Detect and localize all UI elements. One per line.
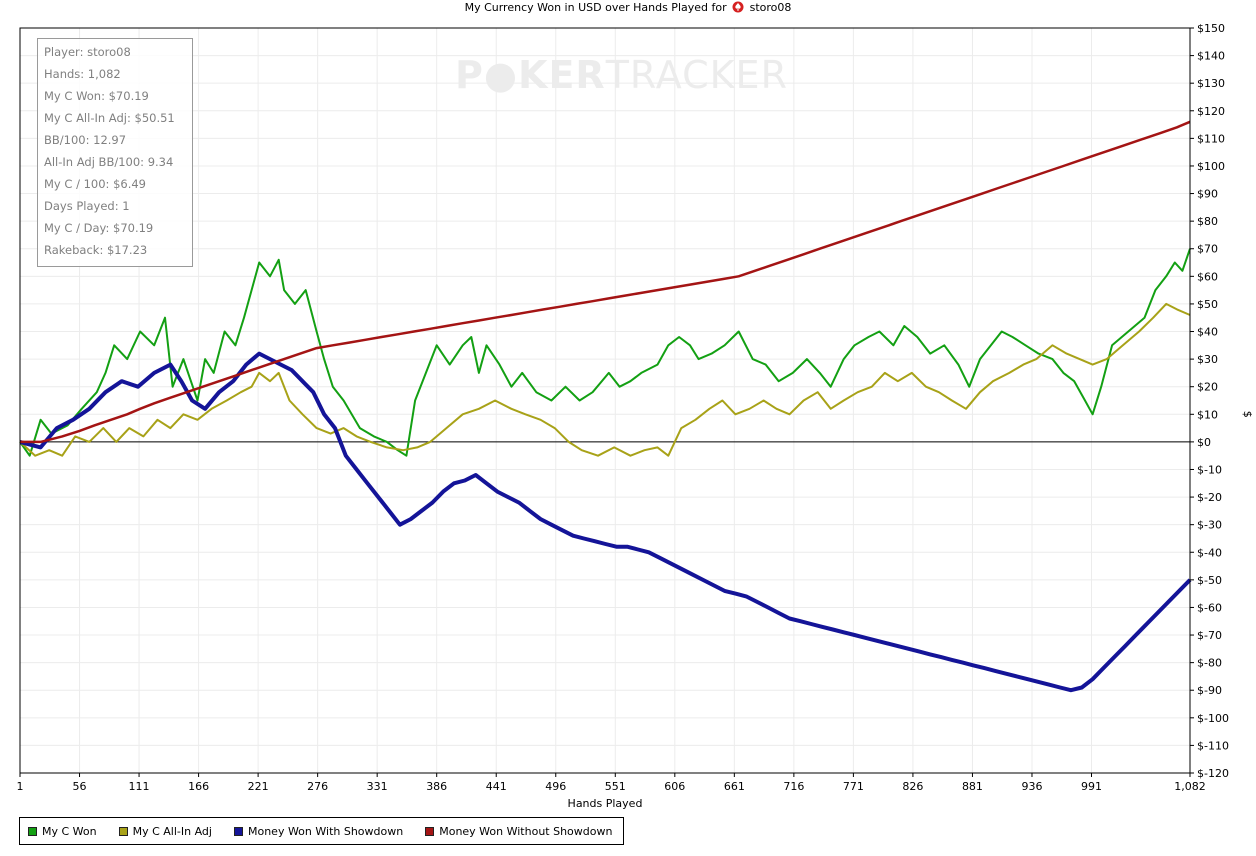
y-tick-label: $80 [1197, 215, 1218, 228]
x-tick-label: 331 [367, 780, 388, 793]
legend-label: Money Won Without Showdown [439, 824, 613, 838]
y-tick-label: $-40 [1197, 546, 1222, 559]
y-tick-label: $-100 [1197, 712, 1229, 725]
watermark-part2: KER [518, 53, 606, 97]
legend-item: Money Won With Showdown [233, 824, 404, 838]
y-tick-label: $70 [1197, 243, 1218, 256]
y-tick-label: $100 [1197, 160, 1225, 173]
legend-swatch [118, 826, 128, 836]
x-tick-label: 496 [545, 780, 566, 793]
y-tick-label: $-20 [1197, 491, 1222, 504]
x-tick-label: 826 [902, 780, 923, 793]
stat-row: My C Won: $70.19 [44, 89, 149, 103]
y-tick-label: $-50 [1197, 574, 1222, 587]
y-tick-label: $-10 [1197, 463, 1222, 476]
x-tick-label: 661 [724, 780, 745, 793]
legend-swatch [425, 826, 435, 836]
stat-row: Days Played: 1 [44, 199, 130, 213]
series-line-my-c-won [19, 248, 1191, 457]
legend-swatch [233, 826, 243, 836]
y-tick-label: $30 [1197, 353, 1218, 366]
y-tick-label: $-120 [1197, 767, 1229, 780]
player-stats-box: Player: storo08 Hands: 1,082 My C Won: $70… [37, 38, 193, 267]
y-tick-label: $120 [1197, 105, 1225, 118]
y-tick-label: $150 [1197, 22, 1225, 35]
y-tick-label: $-110 [1197, 739, 1229, 752]
x-tick-label: 221 [248, 780, 269, 793]
x-axis: 1 56 111 166 221 276 331 386 441 496 551 606 661 716 7… [17, 773, 1206, 793]
stat-row: Rakeback: $17.23 [44, 243, 148, 257]
series-line-my-c-all-in-adj [19, 302, 1191, 457]
x-tick-label: 1,082 [1174, 780, 1206, 793]
legend-label: My C All-In Adj [132, 824, 212, 838]
legend-item: My C All-In Adj [118, 824, 212, 838]
plot-frame [19, 27, 1191, 774]
chart-series [19, 120, 1192, 693]
legend-label: My C Won [42, 824, 97, 838]
y-tick-label: $130 [1197, 77, 1225, 90]
legend-label: Money Won With Showdown [247, 824, 404, 838]
stat-row: My C / Day: $70.19 [44, 221, 154, 235]
series-line-money-won-with-showdown [19, 351, 1192, 693]
chart-title-player: storo08 [749, 1, 792, 14]
y-axis-label: $ [1241, 411, 1254, 418]
x-tick-label: 716 [783, 780, 804, 793]
y-tick-label: $10 [1197, 408, 1218, 421]
x-tick-label: 991 [1081, 780, 1102, 793]
y-tick-label: $90 [1197, 188, 1218, 201]
x-tick-label: 441 [486, 780, 507, 793]
stat-row: Player: storo08 [44, 45, 131, 59]
y-tick-label: $-60 [1197, 601, 1222, 614]
x-axis-label: Hands Played [568, 797, 643, 810]
watermark-chip-icon: ● [483, 53, 519, 97]
y-tick-label: $60 [1197, 270, 1218, 283]
y-tick-label: $50 [1197, 298, 1218, 311]
chart-title-prefix: My Currency Won in USD over Hands Played… [464, 1, 727, 14]
watermark-part3: TRACKER [605, 53, 788, 97]
x-tick-label: 386 [426, 780, 447, 793]
x-tick-label: 111 [129, 780, 150, 793]
stat-row: Hands: 1,082 [44, 67, 121, 81]
x-tick-label: 936 [1021, 780, 1042, 793]
chart-legend: My C Won My C All-In Adj Money Won With Sh… [19, 817, 624, 845]
stat-row: All-In Adj BB/100: 9.34 [44, 155, 174, 169]
stat-row: My C / 100: $6.49 [44, 177, 147, 191]
watermark-part1: P [455, 53, 484, 97]
y-tick-label: $0 [1197, 436, 1211, 449]
y-tick-label: $140 [1197, 50, 1225, 63]
legend-item: My C Won [28, 825, 97, 838]
y-tick-label: $-30 [1197, 519, 1222, 532]
x-tick-label: 1 [17, 780, 24, 793]
chart-title: My Currency Won in USD over Hands Played… [0, 1, 1256, 15]
x-tick-label: 551 [605, 780, 626, 793]
series-line-money-won-without-showdown [20, 120, 1191, 444]
y-tick-label: $-70 [1197, 629, 1222, 642]
x-tick-label: 166 [188, 780, 209, 793]
y-tick-label: $40 [1197, 326, 1218, 339]
pokerstars-spade-icon [732, 1, 744, 13]
x-tick-label: 276 [307, 780, 328, 793]
x-tick-label: 56 [73, 780, 87, 793]
y-tick-label: $110 [1197, 132, 1225, 145]
stat-row: My C All-In Adj: $50.51 [44, 111, 175, 125]
stat-row: BB/100: 12.97 [44, 133, 127, 147]
y-axis: $150 $140 $130 $120 $110 $100 $90 $80 $70 $60 $50 $… [1190, 22, 1229, 780]
y-tick-label: $-90 [1197, 684, 1222, 697]
pokertracker-watermark: P●KERTRACKER [455, 53, 788, 97]
x-tick-label: 606 [664, 780, 685, 793]
y-tick-label: $-80 [1197, 657, 1222, 670]
legend-swatch [28, 826, 37, 836]
x-tick-label: 771 [843, 780, 864, 793]
y-tick-label: $20 [1197, 381, 1218, 394]
legend-item: Money Won Without Showdown [425, 825, 612, 838]
x-tick-label: 881 [962, 780, 983, 793]
